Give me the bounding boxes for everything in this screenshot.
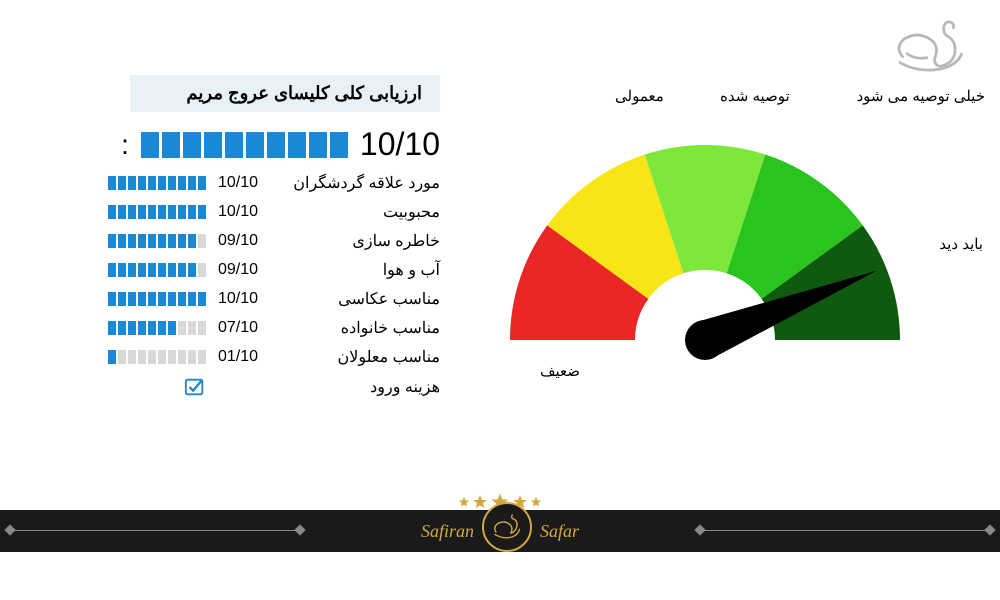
rating-label: خاطره سازی (280, 231, 440, 251)
main-content: ارزیابی کلی کلیسای عروج مریم : 10/10 10/… (0, 0, 1000, 460)
footer-logo (482, 502, 532, 552)
rating-row: 10/10 مورد علاقه گردشگران (60, 173, 440, 193)
footer-deco-left (10, 530, 300, 532)
footer-banner: Safiran Safar (0, 510, 1000, 552)
rating-bar (108, 292, 206, 306)
gauge-label-weak: ضعیف (540, 362, 580, 380)
rating-label: مناسب خانواده (280, 318, 440, 338)
rating-bar (108, 176, 206, 190)
gauge-label-must-see: باید دید (939, 235, 983, 253)
rating-score: 09/10 (218, 232, 268, 250)
ratings-panel: ارزیابی کلی کلیسای عروج مریم : 10/10 10/… (30, 75, 440, 460)
check-icon (184, 376, 206, 398)
footer-content: Safiran Safar (421, 506, 579, 556)
rating-row: 01/10 مناسب معلولان (60, 347, 440, 367)
rating-bar (108, 205, 206, 219)
gauge-label-normal: معمولی (615, 87, 664, 105)
rating-label: مورد علاقه گردشگران (280, 173, 440, 193)
gauge-label-recommended: توصیه شده (720, 87, 790, 105)
swan-icon (489, 509, 525, 545)
rating-row: 09/10 آب و هوا (60, 260, 440, 280)
rating-score: 10/10 (218, 203, 268, 221)
overall-rating-row: : 10/10 (60, 126, 440, 163)
rating-score: 07/10 (218, 319, 268, 337)
gauge-svg (485, 115, 925, 395)
rating-score: 01/10 (218, 348, 268, 366)
rating-row: 07/10 مناسب خانواده (60, 318, 440, 338)
overall-bar (141, 132, 348, 158)
swan-icon (890, 8, 980, 80)
panel-title: ارزیابی کلی کلیسای عروج مریم (130, 75, 440, 112)
rating-bar (108, 263, 206, 277)
gauge-chart: معمولی توصیه شده خیلی توصیه می شود باید … (485, 115, 925, 415)
entry-fee-row: هزینه ورود (60, 376, 440, 398)
rating-label: آب و هوا (280, 260, 440, 280)
rating-bar (108, 350, 206, 364)
rating-label: محبوبیت (280, 202, 440, 222)
rating-label: مناسب معلولان (280, 347, 440, 367)
entry-fee-label: هزینه ورود (280, 377, 440, 397)
brand-logo (890, 8, 980, 78)
overall-score: 10/10 (360, 126, 440, 163)
rating-row: 09/10 خاطره سازی (60, 231, 440, 251)
colon: : (121, 129, 129, 161)
rating-score: 09/10 (218, 261, 268, 279)
gauge-label-highly-recommended: خیلی توصیه می شود (835, 87, 985, 105)
rating-bar (108, 234, 206, 248)
rating-row: 10/10 محبوبیت (60, 202, 440, 222)
rating-row: 10/10 مناسب عکاسی (60, 289, 440, 309)
footer-deco-right (700, 530, 990, 532)
footer-text-left: Safiran (421, 521, 474, 542)
rating-score: 10/10 (218, 290, 268, 308)
rating-bar (108, 321, 206, 335)
footer-text-right: Safar (540, 521, 579, 542)
rating-label: مناسب عکاسی (280, 289, 440, 309)
rating-score: 10/10 (218, 174, 268, 192)
gauge-panel: معمولی توصیه شده خیلی توصیه می شود باید … (440, 75, 970, 460)
